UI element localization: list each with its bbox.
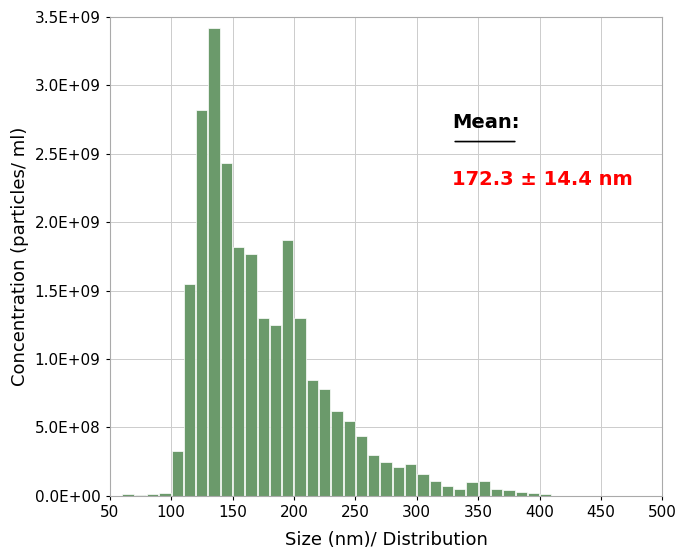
Bar — [307, 380, 318, 496]
Bar — [380, 461, 391, 496]
Bar — [246, 254, 257, 496]
Bar — [466, 482, 477, 496]
Bar — [208, 110, 219, 496]
Bar — [257, 318, 269, 496]
Bar — [135, 495, 146, 496]
Text: Mean:: Mean: — [453, 113, 520, 132]
Bar — [122, 494, 133, 496]
Bar — [528, 493, 539, 496]
Bar — [171, 451, 183, 496]
Bar — [343, 421, 355, 496]
X-axis label: Size (nm)/ Distribution: Size (nm)/ Distribution — [285, 531, 488, 549]
Bar — [160, 493, 171, 496]
Bar — [208, 28, 219, 496]
Bar — [418, 474, 429, 496]
Bar — [319, 389, 330, 496]
Bar — [356, 436, 367, 496]
Bar — [270, 325, 281, 496]
Bar — [429, 480, 441, 496]
Bar — [332, 411, 343, 496]
Y-axis label: Concentration (particles/ ml): Concentration (particles/ ml) — [11, 127, 29, 386]
Bar — [368, 455, 380, 496]
Bar — [454, 489, 465, 496]
Bar — [491, 489, 502, 496]
Bar — [282, 240, 294, 496]
Bar — [221, 164, 232, 496]
Bar — [196, 110, 208, 496]
Bar — [540, 494, 551, 496]
Bar — [503, 490, 515, 496]
Bar — [405, 464, 416, 496]
Bar — [294, 318, 305, 496]
Bar — [233, 247, 244, 496]
Bar — [515, 492, 527, 496]
Bar — [442, 486, 453, 496]
Bar — [147, 494, 158, 496]
Bar — [393, 467, 404, 496]
Text: 172.3 ± 14.4 nm: 172.3 ± 14.4 nm — [453, 170, 633, 189]
Bar — [479, 480, 490, 496]
Bar — [184, 284, 195, 496]
